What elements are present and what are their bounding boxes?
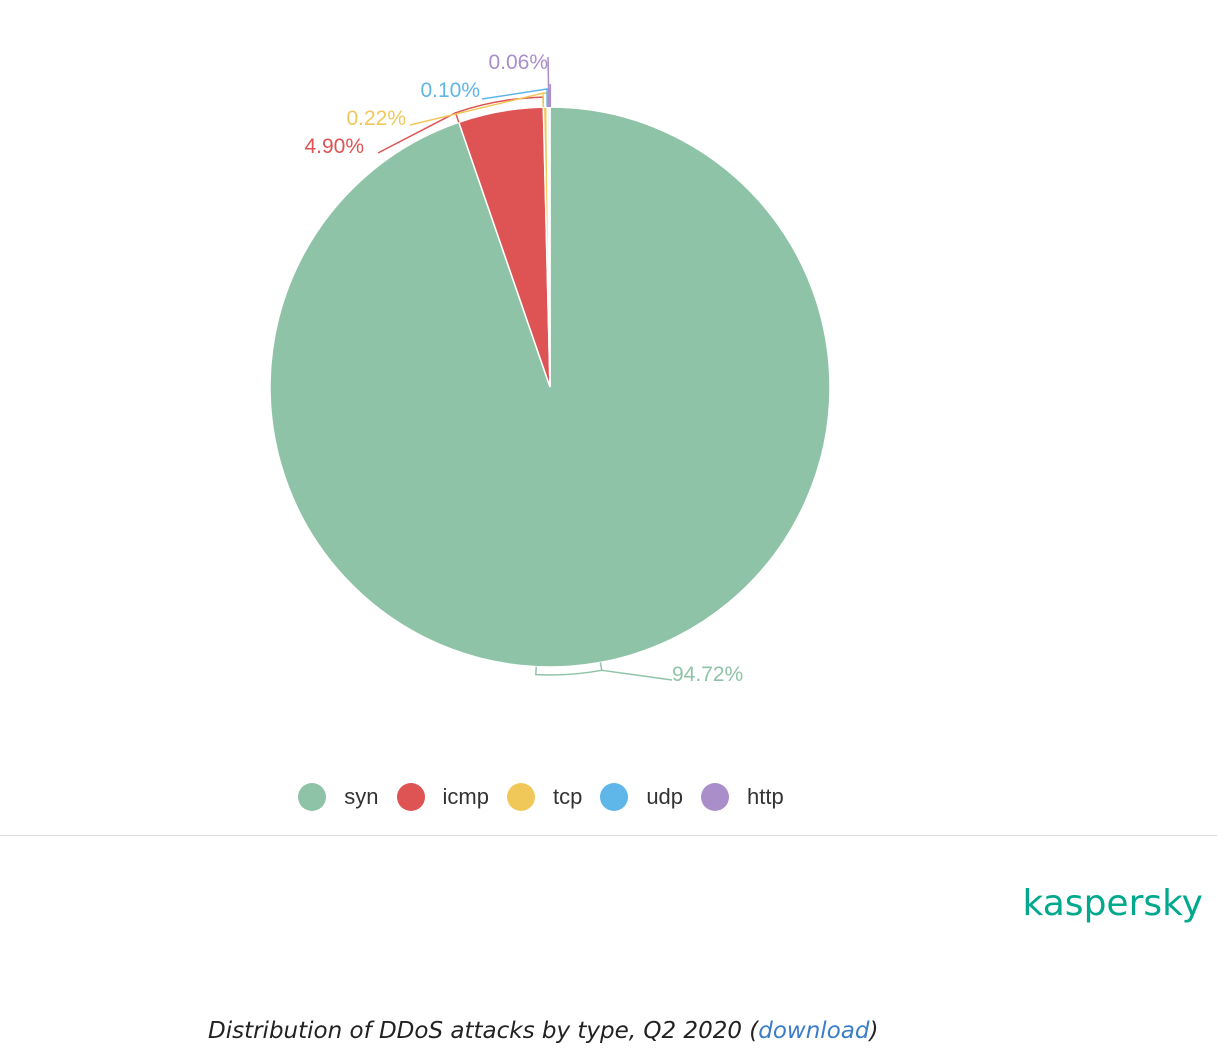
figure-caption: Distribution of DDoS attacks by type, Q2… xyxy=(208,1018,878,1044)
label-leader-icmp xyxy=(377,112,456,154)
legend-label-syn: syn xyxy=(344,784,379,809)
label-leader-syn xyxy=(601,669,673,681)
legend-label-icmp: icmp xyxy=(442,784,489,809)
legend-item-udp[interactable]: udp xyxy=(600,783,683,811)
data-label-icmp: 4.90% xyxy=(304,135,364,158)
legend-item-http[interactable]: http xyxy=(701,783,784,811)
label-leaders xyxy=(377,56,673,681)
chart-legend: syn icmp tcp udp http xyxy=(0,783,1082,811)
label-bracket-http xyxy=(547,84,552,108)
legend-swatch-udp xyxy=(600,783,629,811)
data-label-http: 0.06% xyxy=(488,51,548,74)
legend-label-tcp: tcp xyxy=(552,784,583,809)
label-bracket-syn xyxy=(535,662,603,676)
kaspersky-logo: kaspersky xyxy=(1022,883,1203,924)
data-label-tcp: 0.22% xyxy=(346,107,406,130)
label-leader-udp xyxy=(481,88,548,100)
legend-item-icmp[interactable]: icmp xyxy=(396,783,489,811)
legend-swatch-http xyxy=(701,783,730,811)
legend-item-syn[interactable]: syn xyxy=(298,783,379,811)
label-leader-http xyxy=(547,56,550,86)
caption-text: Distribution of DDoS attacks by type, Q2… xyxy=(208,1018,759,1044)
section-divider xyxy=(0,835,1217,836)
legend-item-tcp[interactable]: tcp xyxy=(506,783,583,811)
legend-label-udp: udp xyxy=(646,784,684,809)
legend-label-http: http xyxy=(747,784,784,809)
pie-slice-http[interactable] xyxy=(548,106,551,388)
data-labels: 94.72% 4.90% 0.22% 0.10% 0.06% xyxy=(304,51,743,686)
caption-close: ) xyxy=(869,1018,879,1044)
download-link[interactable]: download xyxy=(758,1018,870,1044)
pie-chart: 94.72% 4.90% 0.22% 0.10% 0.06% xyxy=(269,51,831,686)
data-label-syn: 94.72% xyxy=(672,663,743,686)
legend-swatch-tcp xyxy=(506,783,535,811)
legend-swatch-icmp xyxy=(396,783,425,811)
data-label-udp: 0.10% xyxy=(420,79,480,102)
pie-slices xyxy=(269,106,831,668)
legend-swatch-syn xyxy=(298,783,327,811)
label-leader-tcp xyxy=(409,92,544,126)
